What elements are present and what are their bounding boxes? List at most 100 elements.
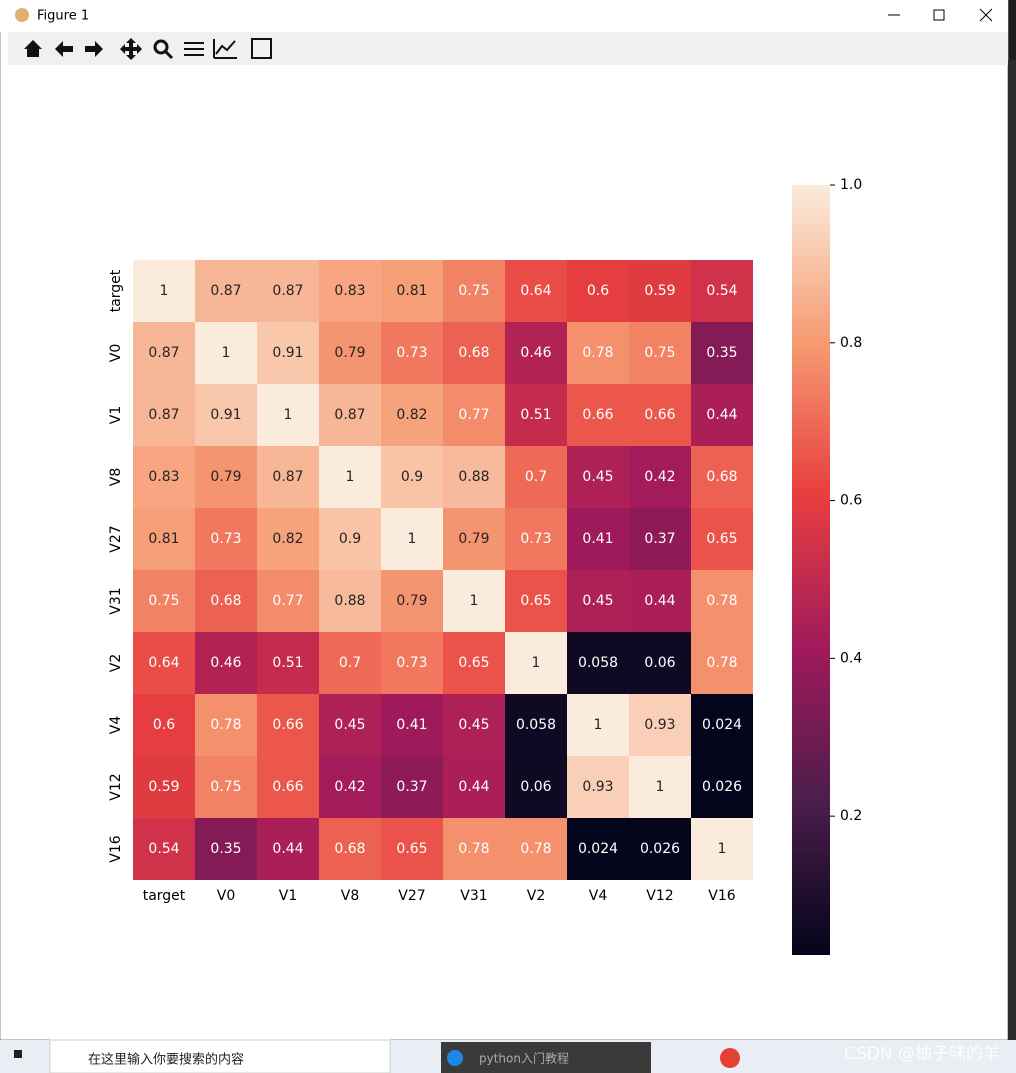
- cell: [691, 508, 753, 570]
- cell-label: 0.77: [272, 593, 303, 609]
- cell-label: 1: [656, 779, 665, 795]
- back-button[interactable]: [55, 41, 73, 57]
- cell: [443, 260, 505, 322]
- ie-icon: [447, 1050, 463, 1066]
- taskbar-app[interactable]: [441, 1042, 651, 1073]
- cell-label: 0.87: [272, 283, 303, 299]
- cell: [691, 260, 753, 322]
- cell-label: 0.68: [706, 469, 737, 485]
- cell: [133, 694, 195, 756]
- cell-label: 0.41: [396, 717, 427, 733]
- cell: [629, 632, 691, 694]
- cell-label: 0.78: [582, 345, 613, 361]
- cell: [319, 260, 381, 322]
- cell: [133, 260, 195, 322]
- cell-label: 0.78: [520, 841, 551, 857]
- cell: [381, 756, 443, 818]
- cell-label: 0.83: [148, 469, 179, 485]
- window-title: Figure 1: [37, 9, 89, 24]
- cell: [505, 756, 567, 818]
- start-button[interactable]: [14, 1050, 22, 1058]
- cell: [133, 446, 195, 508]
- cell-label: 0.35: [706, 345, 737, 361]
- cell-label: 0.51: [520, 407, 551, 423]
- x-tick-label: target: [143, 888, 186, 904]
- cell-label: 1: [470, 593, 479, 609]
- cell: [505, 508, 567, 570]
- axes-button[interactable]: [213, 39, 237, 59]
- cell: [381, 260, 443, 322]
- colorbar-tick-label: 0.8: [840, 335, 862, 351]
- cell: [629, 260, 691, 322]
- cell: [629, 570, 691, 632]
- cell-label: 0.7: [339, 655, 361, 671]
- cell: [567, 322, 629, 384]
- cell: [133, 756, 195, 818]
- cell-label: 0.87: [210, 283, 241, 299]
- cell: [319, 322, 381, 384]
- maximize-button[interactable]: [933, 9, 945, 21]
- cell-label: 0.45: [582, 593, 613, 609]
- cell-label: 0.37: [396, 779, 427, 795]
- cell-label: 0.68: [334, 841, 365, 857]
- cell-label: 0.73: [520, 531, 551, 547]
- cell-label: 0.37: [644, 531, 675, 547]
- home-button[interactable]: [24, 40, 42, 57]
- cell-label: 0.78: [458, 841, 489, 857]
- chrome-icon[interactable]: [720, 1048, 740, 1068]
- x-tick-label: V16: [708, 888, 735, 904]
- cell: [567, 818, 629, 880]
- cell: [381, 446, 443, 508]
- cell-label: 1: [346, 469, 355, 485]
- save-button[interactable]: [251, 38, 272, 59]
- cell-label: 0.024: [578, 841, 618, 857]
- colorbar: [792, 185, 830, 955]
- cell: [443, 632, 505, 694]
- cell: [319, 818, 381, 880]
- cell-label: 0.88: [458, 469, 489, 485]
- cell: [257, 694, 319, 756]
- forward-button[interactable]: [85, 41, 103, 57]
- cell: [133, 818, 195, 880]
- cell: [443, 322, 505, 384]
- cell-label: 0.59: [148, 779, 179, 795]
- cell: [381, 322, 443, 384]
- cell-label: 0.73: [396, 655, 427, 671]
- cell-label: 0.87: [272, 469, 303, 485]
- cell-label: 0.73: [210, 531, 241, 547]
- cell-label: 0.024: [702, 717, 742, 733]
- cell: [567, 632, 629, 694]
- cell-label: 0.64: [520, 283, 551, 299]
- cell-label: 1: [408, 531, 417, 547]
- cell: [691, 570, 753, 632]
- cell-label: 0.79: [458, 531, 489, 547]
- cell: [567, 694, 629, 756]
- watermark: CSDN @柚子味的羊: [844, 1044, 1000, 1064]
- cell: [381, 694, 443, 756]
- cell-label: 0.06: [644, 655, 675, 671]
- cell-label: 0.41: [582, 531, 613, 547]
- cell: [443, 508, 505, 570]
- cell: [505, 446, 567, 508]
- cell: [381, 818, 443, 880]
- configure-button[interactable]: [184, 42, 204, 56]
- cell: [691, 818, 753, 880]
- x-tick-label: V4: [589, 888, 608, 904]
- cell-label: 0.75: [210, 779, 241, 795]
- cell: [133, 508, 195, 570]
- zoom-button[interactable]: [153, 39, 169, 55]
- cell-label: 0.93: [644, 717, 675, 733]
- cell: [505, 570, 567, 632]
- cell-label: 0.06: [520, 779, 551, 795]
- close-button[interactable]: [979, 8, 993, 22]
- cell: [319, 694, 381, 756]
- cell: [443, 756, 505, 818]
- x-tick-label: V12: [646, 888, 673, 904]
- pan-button[interactable]: [120, 38, 142, 60]
- search-box[interactable]: [49, 1039, 391, 1073]
- colorbar-tick-label: 1.0: [840, 177, 862, 193]
- cell: [195, 632, 257, 694]
- cell-label: 0.68: [210, 593, 241, 609]
- cell-label: 0.77: [458, 407, 489, 423]
